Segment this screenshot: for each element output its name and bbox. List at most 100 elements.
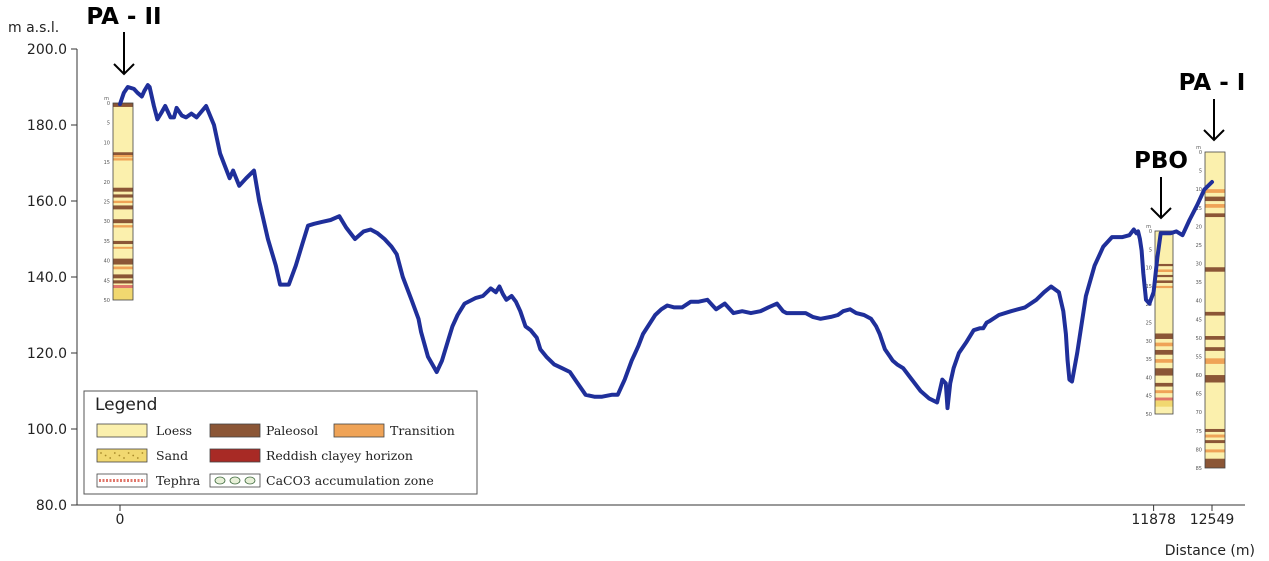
site-markers: PA - II PBO PA - I [86,4,1245,220]
strat-layer-paleosol [113,194,133,198]
strat-layer-paleosol [1155,274,1173,278]
strat-layer-paleosol [1205,213,1225,218]
legend-label: Reddish clayey horizon [266,448,413,463]
legend-label: Tephra [156,473,201,488]
strat-layer-paleosol [1205,267,1225,272]
strat-depth-tick: 30 [104,219,110,225]
x-tick-label: 12549 [1190,512,1235,528]
legend-swatch-dot [136,457,139,459]
strat-depth-tick: 35 [1196,280,1202,286]
legend-label: Sand [156,448,188,463]
strat-layer-transition [1205,204,1225,208]
legend-item-reddish: Reddish clayey horizon [209,448,413,463]
legend-item-tephra: Tephra [96,473,201,488]
strat-column-loess [1205,152,1225,468]
y-ticks: 80.0 100.0 120.0 140.0 160.0 180.0 200.0 [27,42,77,514]
strat-depth-unit: m [1196,145,1201,151]
strat-layer-transition [1205,189,1225,193]
strat-depth-tick: 40 [1196,299,1202,305]
strat-depth-tick: 75 [1196,429,1202,435]
strat-depth-tick: 15 [1196,206,1202,212]
strat-column-border [1204,151,1226,469]
strat-layer-transition [1155,390,1173,394]
strat-depth-tick: 40 [1146,375,1152,381]
strat-layer-paleosol [113,103,133,107]
x-ticks: 0 11878 12549 [116,505,1235,528]
legend-swatch-dot [132,454,135,457]
strat-depth-tick: 45 [1146,394,1152,400]
y-tick-label: 200.0 [27,42,67,58]
strat-layer-paleosol [1155,333,1173,339]
site-marker: PA - II [86,4,162,76]
strat-layer-paleosol [1205,458,1225,468]
strat-layer-paleosol [1155,263,1173,267]
strat-column-border [1154,230,1174,415]
strat-layer-transition [1155,285,1173,289]
legend-label: Transition [390,423,455,438]
strat-depth-tick: 70 [1196,410,1202,416]
strat-depth-tick: 45 [1196,317,1202,323]
strat-layer-paleosol [113,280,133,284]
elevation-profile-line [118,83,1214,411]
legend-title: Legend [95,395,157,415]
strat-layer-transition [1155,342,1173,347]
strat-depth-tick: 30 [1146,339,1152,345]
legend-swatch-dot [100,452,102,454]
legend-item-caco3: CaCO3 accumulation zone [209,473,434,488]
strat-depth-tick: 15 [1146,284,1152,290]
legend-label: Paleosol [266,423,318,438]
site-arrow-head [1203,129,1225,142]
strat-depth-tick: 5 [1199,169,1202,175]
strat-depth-tick: 50 [1196,336,1202,342]
site-arrow-head [1150,207,1172,220]
legend-item-sand: Sand [96,448,188,463]
site-marker: PA - I [1179,70,1245,142]
strat-layer-transition [113,200,133,204]
y-tick-label: 120.0 [27,346,67,362]
strat-depth-tick: 20 [104,180,110,186]
strat-layer-transition [113,158,133,161]
strat-depth-tick: 45 [104,278,110,284]
strat-layer-paleosol [113,152,133,156]
strat-depth-tick: 25 [1146,321,1152,327]
strat-layer-paleosol [1205,196,1225,202]
legend-item-transition: Transition [333,423,455,438]
strat-layer-paleosol [113,205,133,210]
strat-layer-transition [1155,359,1173,363]
y-tick-label: 80.0 [36,498,67,514]
strat-depth-tick: 80 [1196,447,1202,453]
legend-item-loess: Loess [96,423,192,438]
strat-layer-paleosol [1205,336,1225,340]
x-axis-label: Distance (m) [1165,543,1255,559]
strat-layer-paleosol [1205,375,1225,383]
strat-layer-sand [1155,400,1173,407]
strat-layer-sand [113,288,133,300]
strat-depth-tick: 5 [107,121,110,127]
legend-swatch [209,423,261,438]
strat-depth-tick: 10 [104,140,110,146]
legend-swatch-dot [229,476,241,485]
strat-depth-tick: 55 [1196,354,1202,360]
y-axis-label: m a.s.l. [8,20,59,36]
legend-swatch-dot [127,452,130,454]
strat-layer-transition [1205,434,1225,438]
legend-swatch-dot [113,452,116,454]
strat-depth-tick: 10 [1146,266,1152,272]
strat-depth-tick: 10 [1196,187,1202,193]
legend-label: CaCO3 accumulation zone [266,473,434,488]
legend-swatch-dot [244,476,256,485]
strat-layer-transition [113,246,133,249]
strat-layer-transition [113,266,133,270]
legend-item-paleosol: Paleosol [209,423,318,438]
strat-depth-tick: 0 [1199,150,1202,156]
legend-swatch [96,423,148,438]
stratigraphic-columns: 05101520253035404550m0510152025303540455… [104,96,1226,472]
strat-layer-transition [1205,449,1225,453]
strat-layer-paleosol [1155,349,1173,355]
strat-depth-tick: 50 [1146,412,1152,418]
strat-column-border [112,102,134,301]
strat-depth-tick: 65 [1196,392,1202,398]
strat-layer-transition [1205,358,1225,364]
